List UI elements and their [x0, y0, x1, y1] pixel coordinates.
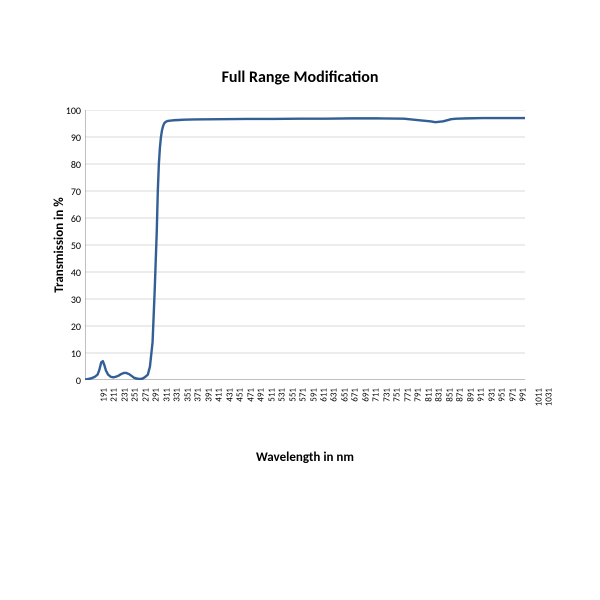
x-tick-label: 211: [109, 388, 120, 402]
x-tick-label: 591: [308, 388, 319, 402]
x-tick-label: 371: [193, 388, 204, 402]
x-tick-label: 911: [476, 388, 487, 402]
x-tick-label: 331: [172, 388, 183, 402]
x-tick-label: 1011: [533, 388, 544, 406]
x-tick-label: 711: [371, 388, 382, 402]
x-tick-label: 551: [287, 388, 298, 402]
y-tick-label: 40: [57, 266, 81, 279]
x-axis-label: Wavelength in nm: [85, 450, 525, 465]
x-tick-label: 831: [434, 388, 445, 402]
y-tick-label: 10: [57, 347, 81, 360]
x-tick-label: 291: [151, 388, 162, 402]
y-tick-label: 50: [57, 239, 81, 252]
x-tick-label: 791: [413, 388, 424, 402]
x-tick-label: 531: [277, 388, 288, 402]
y-tick-label: 20: [57, 320, 81, 333]
chart-title: Full Range Modification: [50, 68, 550, 87]
plot-area: [85, 110, 525, 380]
y-tick-label: 0: [57, 374, 81, 387]
x-tick-label: 411: [214, 388, 225, 402]
x-tick-label: 751: [392, 388, 403, 402]
y-tick-label: 70: [57, 185, 81, 198]
x-tick-label: 931: [486, 388, 497, 402]
x-tick-label: 871: [455, 388, 466, 402]
x-tick-label: 1031: [543, 388, 554, 406]
y-tick-label: 30: [57, 293, 81, 306]
x-tick-label: 991: [518, 388, 529, 402]
y-tick-label: 80: [57, 158, 81, 171]
x-tick-label: 491: [256, 388, 267, 402]
x-tick-label: 511: [266, 388, 277, 402]
x-tick-label: 891: [465, 388, 476, 402]
y-tick-label: 100: [57, 104, 81, 117]
x-tick-label: 631: [329, 388, 340, 402]
chart-frame: Full Range Modification Transmission in …: [50, 50, 550, 490]
y-tick-label: 60: [57, 212, 81, 225]
y-tick-label: 90: [57, 131, 81, 144]
x-tick-label: 571: [298, 388, 309, 402]
x-tick-label: 971: [507, 388, 518, 402]
x-tick-label: 671: [350, 388, 361, 402]
x-tick-label: 251: [130, 388, 141, 402]
x-tick-label: 451: [235, 388, 246, 402]
x-tick-label: 951: [497, 388, 508, 402]
chart-svg: [85, 110, 525, 380]
x-tick-label: 471: [245, 388, 256, 402]
